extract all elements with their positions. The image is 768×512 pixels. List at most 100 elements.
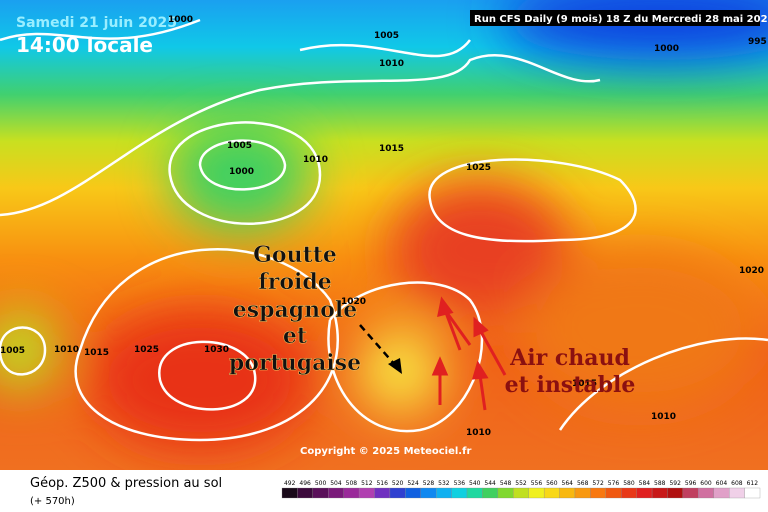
scale-swatch (590, 487, 606, 499)
isobar-label: 995 (748, 37, 767, 47)
run-box (470, 10, 760, 26)
scale-swatch (482, 487, 499, 499)
scale-label: 560 (546, 480, 558, 487)
scale-label: 544 (484, 480, 496, 487)
run-info: Run CFS Daily (9 mois) 18 Z du Mercredi … (474, 14, 768, 25)
isobar-label: 1010 (54, 345, 79, 355)
annotation-line: espagnole (233, 297, 357, 323)
isobar-label: 1005 (0, 346, 25, 356)
lead-time: (+ 570h) (30, 496, 75, 507)
scale-swatch (451, 487, 468, 499)
annotation-line: et instable (505, 372, 636, 398)
scale-swatch (436, 487, 452, 499)
color-scale: 492 496 500 504 508 512 516 520 524 528 532 536 540 5… (281, 480, 761, 499)
isobar-label: 1005 (374, 31, 399, 41)
scale-label: 600 (700, 480, 712, 487)
isobar-label: 1000 (229, 167, 254, 177)
scale-label: 528 (423, 480, 435, 487)
scale-label: 584 (639, 480, 651, 487)
scale-label: 548 (500, 480, 512, 487)
local-time: 14:00 locale (16, 33, 153, 57)
scale-label: 520 (392, 480, 404, 487)
isobars (0, 18, 768, 442)
isobar-label: 1000 (168, 15, 193, 25)
isobar-labels: 1000 1005 1010 1000 995 1005 1000 1010 1015 1025 1… (0, 15, 767, 438)
scale-swatch (682, 487, 699, 499)
scale-swatch (744, 487, 761, 499)
scale-label: 492 (284, 480, 296, 487)
scale-swatch (374, 487, 391, 499)
scale-swatch (297, 487, 313, 499)
isobar-label: 1010 (651, 412, 676, 422)
scale-swatch (574, 487, 591, 499)
map-background (0, 0, 768, 470)
scale-label: 608 (731, 480, 743, 487)
scale-swatch (389, 487, 406, 499)
scale-swatch (621, 487, 637, 499)
scale-label: 612 (747, 480, 759, 487)
isobar-label: 1030 (204, 345, 229, 355)
arrows (359, 296, 507, 411)
isobar-label: 1025 (466, 163, 491, 173)
scale-swatch (312, 487, 329, 499)
scale-swatch (605, 487, 622, 499)
scale-label: 532 (438, 480, 450, 487)
isobar-label: 1015 (379, 144, 404, 154)
scale-label: 588 (654, 480, 666, 487)
scale-label: 540 (469, 480, 481, 487)
annotation-line: froide (258, 269, 331, 295)
isobar-label: 1025 (134, 345, 159, 355)
isobar-label: 1015 (84, 348, 109, 358)
scale-swatch (559, 487, 576, 499)
scale-label: 576 (608, 480, 620, 487)
scale-label: 556 (531, 480, 543, 487)
scale-swatch (343, 487, 360, 499)
isobar-label: 1015 (572, 379, 597, 389)
annotation-line: Air chaud (509, 345, 630, 371)
scale-label: 592 (669, 480, 681, 487)
scale-swatch (466, 487, 483, 499)
scale-label: 564 (562, 480, 574, 487)
scale-label: 524 (407, 480, 419, 487)
scale-label: 500 (315, 480, 327, 487)
scale-swatch (328, 487, 344, 499)
date: Samedi 21 juin 2025 (16, 15, 177, 31)
isobar-label: 1020 (739, 266, 764, 276)
scale-label: 512 (361, 480, 373, 487)
copyright: Copyright © 2025 Meteociel.fr (300, 446, 471, 457)
scale-swatch (636, 487, 653, 499)
annotation-line: Goutte (253, 242, 337, 268)
scale-swatch (713, 487, 730, 499)
annotation-line: et (283, 323, 308, 349)
isobar-label: 1000 (654, 44, 679, 54)
scale-swatch (528, 487, 545, 499)
scale-label: 508 (346, 480, 358, 487)
scale-swatch (651, 487, 668, 499)
scale-label: 580 (623, 480, 635, 487)
legend-title: Géop. Z500 & pression au sol (30, 476, 222, 491)
scale-label: 552 (515, 480, 527, 487)
scale-label: 604 (716, 480, 728, 487)
isobar-label: 1010 (466, 428, 491, 438)
scale-label: 504 (330, 480, 342, 487)
scale-swatch (420, 487, 437, 499)
scale-swatch (281, 487, 298, 499)
isobar-label: 1020 (341, 297, 366, 307)
scale-swatch (698, 487, 714, 499)
scale-swatch (513, 487, 529, 499)
scale-swatch (358, 487, 375, 499)
scale-swatch (543, 487, 560, 499)
annotation-line: portugaise (229, 350, 361, 376)
scale-swatch (405, 487, 421, 499)
scale-label: 596 (685, 480, 697, 487)
isobar-label: 1005 (227, 141, 252, 151)
scale-swatch (497, 487, 514, 499)
scale-swatch (667, 487, 684, 499)
scale-label: 516 (376, 480, 388, 487)
scale-swatch (729, 487, 745, 499)
scale-label: 536 (454, 480, 466, 487)
scale-label: 496 (299, 480, 311, 487)
